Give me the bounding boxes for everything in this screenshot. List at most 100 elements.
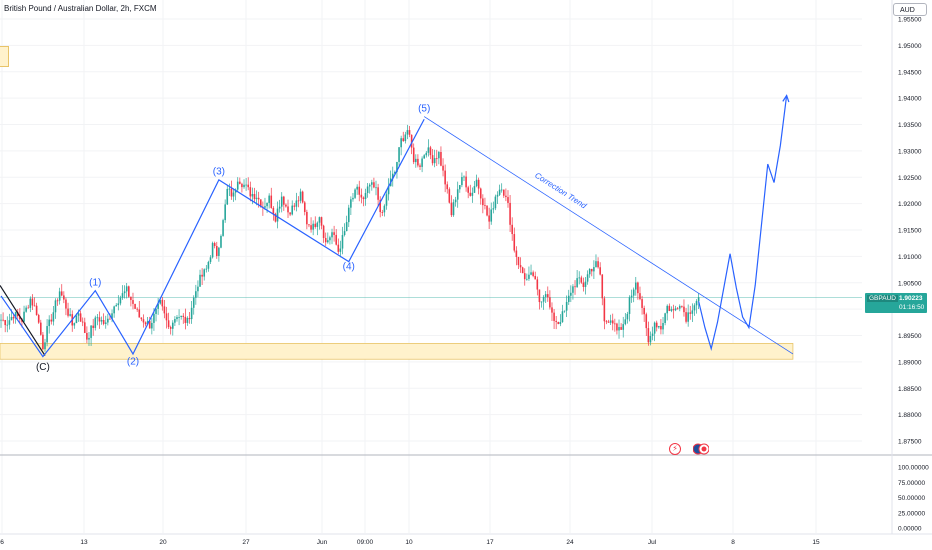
candle-body: [440, 152, 442, 166]
price-tick-label: 1.93000: [898, 148, 922, 155]
candle-body: [484, 205, 486, 206]
candle-body: [532, 272, 534, 276]
candle-body: [394, 171, 396, 174]
time-tick-label: Jul: [648, 539, 657, 546]
wave-label: (5): [418, 103, 430, 114]
candle-body: [23, 311, 25, 322]
candle-body: [626, 313, 629, 320]
candle-body: [685, 312, 687, 322]
left-zone-marker: [0, 46, 9, 67]
candle-body: [551, 307, 553, 313]
candle-body: [341, 235, 344, 249]
price-tick-label: 1.88500: [898, 386, 922, 393]
candle-body: [693, 305, 696, 311]
candle-body: [595, 261, 597, 268]
candle-body: [190, 307, 193, 320]
lightning-icon[interactable]: ⚡: [669, 443, 681, 455]
candle-body: [666, 305, 669, 314]
candle-body: [618, 327, 620, 331]
candle-body: [287, 206, 289, 213]
candle-body: [427, 147, 430, 153]
candle-body: [324, 237, 327, 243]
candle-body: [544, 294, 547, 297]
candle-body: [538, 289, 541, 303]
candle-body: [421, 158, 423, 167]
candle-body: [521, 267, 524, 274]
price-tick-label: 1.89500: [898, 333, 922, 340]
candle-body: [486, 205, 488, 216]
candle-body: [320, 217, 323, 226]
candle-body: [157, 303, 159, 309]
candle-body: [148, 321, 151, 329]
candle-body: [668, 305, 671, 311]
candle-body: [295, 200, 298, 207]
corrective-leg-line: [0, 285, 46, 356]
candle-body: [479, 188, 482, 199]
support-zone[interactable]: [0, 343, 794, 360]
candle-body: [65, 299, 67, 309]
wave-label: (1): [89, 277, 101, 288]
candle-body: [222, 220, 224, 236]
candle-body: [109, 318, 111, 320]
candle-body: [503, 189, 505, 196]
candle-body: [249, 187, 252, 197]
candle-body: [60, 291, 63, 296]
candle-body: [337, 244, 340, 252]
candle-body: [79, 313, 82, 322]
candle-body: [494, 196, 497, 209]
candle-body: [634, 282, 637, 290]
candle-body: [236, 181, 239, 190]
candle-body: [247, 184, 250, 188]
candle-body: [299, 191, 302, 201]
candle-body: [350, 199, 352, 208]
candle-body: [6, 324, 9, 326]
candle-body: [473, 186, 476, 193]
currency-button[interactable]: AUD: [893, 3, 927, 16]
candle-body: [400, 138, 402, 148]
candle-body: [391, 173, 394, 179]
candle-body: [557, 321, 560, 325]
candle-body: [134, 303, 136, 309]
drawings[interactable]: Correction Trend(1)(2)(3)(4)(5)(C): [0, 94, 794, 373]
candle-body: [672, 309, 675, 311]
time-tick-label: Jun: [317, 539, 328, 546]
candle-body: [561, 311, 564, 323]
candle-body: [285, 204, 287, 207]
candle-body: [498, 189, 501, 195]
candle-body: [559, 322, 562, 325]
candle-body: [182, 315, 185, 317]
candle-body: [572, 286, 574, 293]
candle-body: [117, 303, 120, 306]
candle-body: [301, 191, 304, 203]
candle-body: [660, 325, 662, 330]
candle-body: [624, 319, 627, 325]
correction-trendline: [423, 116, 794, 355]
candle-body: [174, 319, 176, 323]
candle-body: [316, 222, 319, 227]
candle-body: [362, 197, 365, 200]
grid: [0, 0, 862, 533]
candle-body: [366, 186, 369, 193]
candle-body: [27, 307, 30, 309]
candle-body: [632, 289, 635, 296]
candle-body: [31, 298, 34, 306]
price-value: 1.90223: [899, 295, 923, 302]
candle-body: [102, 320, 105, 324]
candle-body: [601, 274, 604, 299]
price-tick-label: 1.89000: [898, 359, 922, 366]
candle-body: [373, 182, 375, 188]
candle-body: [408, 130, 411, 135]
time-tick-label: 20: [159, 539, 167, 546]
candles: [0, 124, 700, 352]
candle-body: [253, 194, 256, 200]
candle-body: [297, 200, 300, 202]
candle-body: [446, 184, 449, 190]
candle-body: [442, 165, 444, 171]
candle-body: [492, 208, 495, 210]
flags-icon[interactable]: [693, 443, 709, 455]
candle-body: [513, 234, 516, 251]
candle-body: [578, 277, 581, 279]
